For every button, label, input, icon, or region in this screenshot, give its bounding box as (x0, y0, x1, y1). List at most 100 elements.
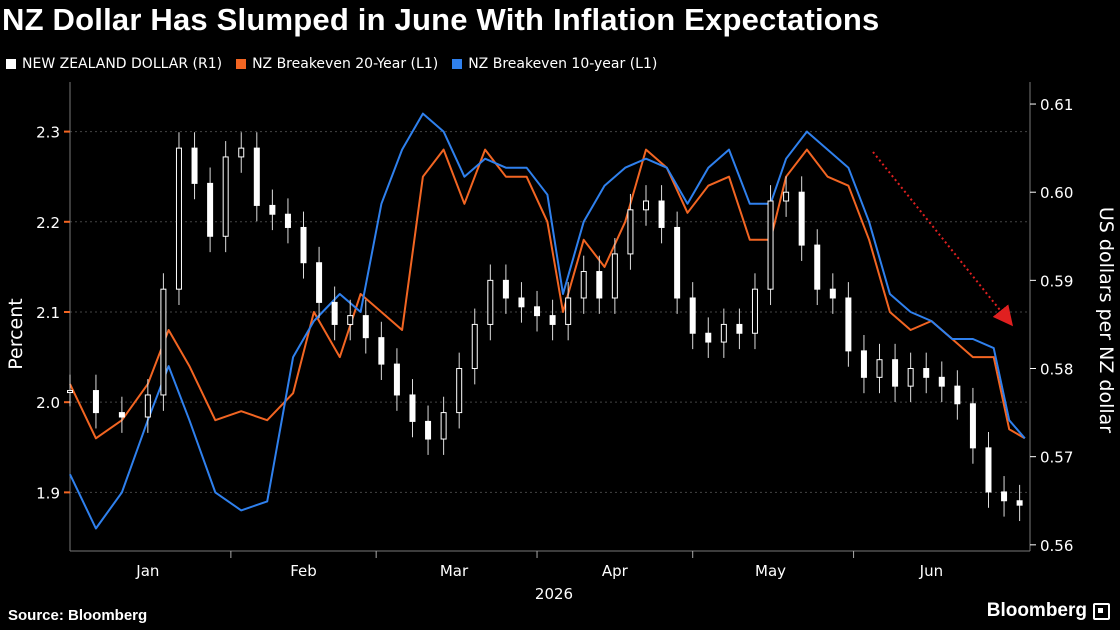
nzd-candle (1016, 500, 1023, 506)
nzd-candle (378, 337, 385, 365)
legend: NEW ZEALAND DOLLAR (R1) NZ Breakeven 20-… (6, 56, 657, 72)
legend-item-nzd: NEW ZEALAND DOLLAR (R1) (6, 56, 222, 72)
nzd-candle (502, 279, 509, 299)
nzd-candle (658, 200, 665, 228)
grid (70, 131, 1030, 493)
series-breakeven-20y (69, 148, 1026, 440)
x-tick-label: Jun (919, 562, 943, 580)
nzd-candle (689, 297, 696, 334)
nzd-candle (596, 271, 603, 299)
nzd-candle (67, 390, 73, 394)
legend-swatch-breakeven-10y (452, 59, 463, 69)
y-left-tick-label: 2.3 (36, 124, 60, 142)
nzd-candle (331, 301, 338, 325)
nzd-candle (347, 315, 354, 325)
nzd-candle (954, 385, 961, 405)
legend-swatch-nzd (6, 59, 16, 69)
axis-labels: 1.9 2.0 2.1 2.2 2.3 0.56 0.57 0.58 0.59 0.60 0.61 J… (36, 96, 1073, 580)
nzd-candle (829, 288, 836, 299)
nzd-candle (580, 271, 587, 299)
series-breakeven-10y (69, 112, 1026, 530)
nzd-candle (674, 226, 681, 299)
nzd-candle (705, 332, 712, 343)
nzd-candle (783, 191, 790, 202)
y-left-tick-label: 2.0 (36, 394, 60, 412)
nzd-candle (284, 213, 291, 228)
y-left-tick-label: 1.9 (36, 484, 60, 502)
nzd-candle (985, 447, 992, 493)
nzd-candle (845, 297, 852, 352)
nzd-candle (938, 376, 945, 387)
brand-name: Bloomberg (986, 600, 1087, 621)
nzd-candle (518, 297, 525, 308)
nzd-candle (767, 200, 774, 290)
nzd-candle (534, 306, 541, 317)
nzd-candle (720, 323, 727, 343)
nzd-candle (892, 359, 899, 387)
nzd-candle (627, 209, 634, 255)
y-left-tick-label: 2.1 (36, 304, 60, 322)
nzd-candle (1001, 491, 1008, 502)
nzd-candle (751, 288, 758, 334)
y-right-axis-title: US dollars per NZ dollar (1095, 207, 1117, 433)
nzd-candle (456, 368, 463, 414)
nzd-candle (300, 226, 307, 264)
chart-title: NZ Dollar Has Slumped in June With Infla… (2, 2, 880, 37)
nzd-candle (549, 315, 556, 325)
bloomberg-mark-icon (1093, 602, 1110, 620)
x-tick-label: Jan (135, 562, 159, 580)
legend-item-breakeven-20y: NZ Breakeven 20-Year (L1) (236, 56, 438, 72)
nzd-candle (316, 262, 323, 303)
nzd-candle (393, 363, 400, 396)
nzd-candle (362, 315, 369, 339)
brand-logo: Bloomberg (987, 600, 1110, 622)
nzd-candle (814, 244, 821, 290)
legend-swatch-breakeven-20y (236, 59, 247, 69)
y-left-axis-title: Percent (5, 298, 27, 370)
y-right-tick-label: 0.58 (1040, 361, 1073, 379)
axes (64, 82, 1036, 558)
x-tick-label: May (755, 562, 786, 580)
nzd-candle (969, 403, 976, 449)
nzd-candle (907, 368, 914, 387)
y-left-tick-label: 2.2 (36, 214, 60, 232)
legend-label-breakeven-10y: NZ Breakeven 10-year (L1) (468, 56, 658, 72)
x-tick-label: Mar (440, 562, 469, 580)
nzd-candle (798, 191, 805, 246)
nzd-candle (425, 420, 432, 440)
nzd-candle (144, 394, 151, 418)
nzd-candle (440, 412, 447, 440)
nzd-candle (238, 147, 245, 158)
nzd-candle (611, 253, 618, 299)
legend-item-breakeven-10y: NZ Breakeven 10-year (L1) (452, 56, 657, 72)
nzd-candle (92, 390, 99, 414)
y-right-tick-label: 0.61 (1040, 96, 1073, 114)
series-nzd (67, 132, 1023, 522)
legend-label-breakeven-20y: NZ Breakeven 20-Year (L1) (252, 56, 439, 72)
y-right-tick-label: 0.56 (1040, 537, 1073, 555)
y-right-tick-label: 0.57 (1040, 449, 1073, 467)
nzd-candle (860, 350, 867, 378)
y-right-tick-label: 0.60 (1040, 184, 1073, 202)
trend-arrow (872, 151, 1014, 327)
nzd-candle (253, 147, 260, 206)
nzd-candle (487, 279, 494, 325)
nzd-candle (409, 394, 416, 422)
nzd-candle (876, 359, 883, 378)
x-tick-label: Apr (602, 562, 629, 580)
nzd-candle (222, 156, 229, 237)
x-tick-label: Feb (290, 562, 317, 580)
nzd-candle (118, 412, 125, 418)
source-note: Source: Bloomberg (8, 607, 148, 624)
nzd-candle (191, 147, 198, 184)
nzd-candle (269, 204, 276, 215)
nzd-candle (923, 368, 930, 378)
nzd-candle (643, 200, 649, 211)
x-axis-year: 2026 (535, 585, 573, 603)
legend-label-nzd: NEW ZEALAND DOLLAR (R1) (22, 56, 223, 72)
nzd-candle (565, 297, 572, 325)
nzd-candle (736, 323, 743, 334)
y-right-tick-label: 0.59 (1040, 272, 1073, 290)
nzd-candle (175, 147, 182, 290)
